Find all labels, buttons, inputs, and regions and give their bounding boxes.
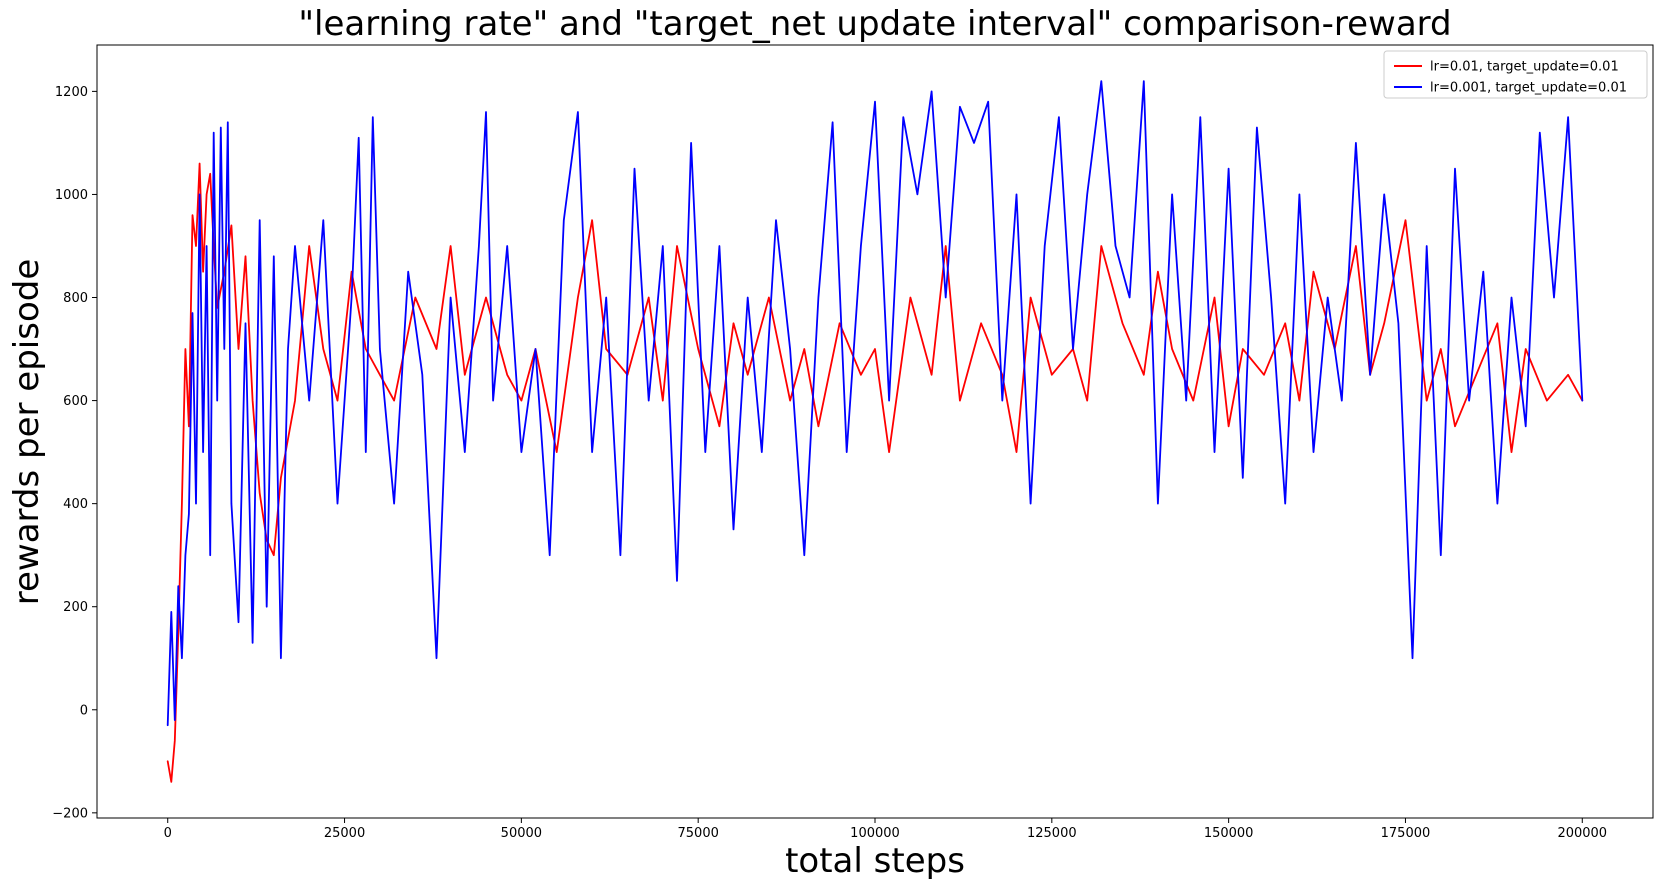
y-tick-label: 600 — [63, 394, 88, 409]
y-tick-label: −200 — [52, 806, 88, 821]
legend-label-2: lr=0.001, target_update=0.01 — [1430, 81, 1627, 96]
y-tick-label: 1000 — [55, 188, 88, 203]
y-tick-label: 200 — [63, 600, 88, 615]
y-tick-label: 1200 — [55, 85, 88, 100]
legend-box — [1383, 50, 1648, 99]
y-axis-label: rewards per episode — [7, 259, 47, 606]
legend-label-1: lr=0.01, target_update=0.01 — [1430, 60, 1619, 75]
series-layer — [166, 80, 1584, 783]
x-tick-label: 50000 — [501, 826, 542, 841]
x-axis-label: total steps — [785, 841, 965, 881]
x-tick-label: 0 — [164, 826, 172, 841]
y-tick-label: 400 — [63, 497, 88, 512]
y-tick-label: 0 — [80, 703, 88, 718]
x-tick-label: 175000 — [1381, 826, 1431, 841]
series-line-2 — [166, 80, 1584, 727]
x-axis-ticks: 0 25000 50000 75000 100000 125000 150000 175000… — [164, 818, 1607, 841]
x-tick-label: 25000 — [324, 826, 365, 841]
x-tick-label: 75000 — [678, 826, 719, 841]
x-tick-label: 125000 — [1027, 826, 1077, 841]
x-tick-label: 100000 — [850, 826, 900, 841]
chart-title: "learning rate" and "target_net update i… — [298, 4, 1451, 44]
y-axis-ticks: −200 0 200 400 600 800 1000 1200 — [52, 85, 97, 821]
x-tick-label: 150000 — [1204, 826, 1254, 841]
legend: lr=0.01, target_update=0.01 lr=0.001, tar… — [1383, 50, 1648, 99]
series-line-1 — [166, 162, 1584, 783]
x-tick-label: 200000 — [1557, 826, 1607, 841]
y-tick-label: 800 — [63, 291, 88, 306]
